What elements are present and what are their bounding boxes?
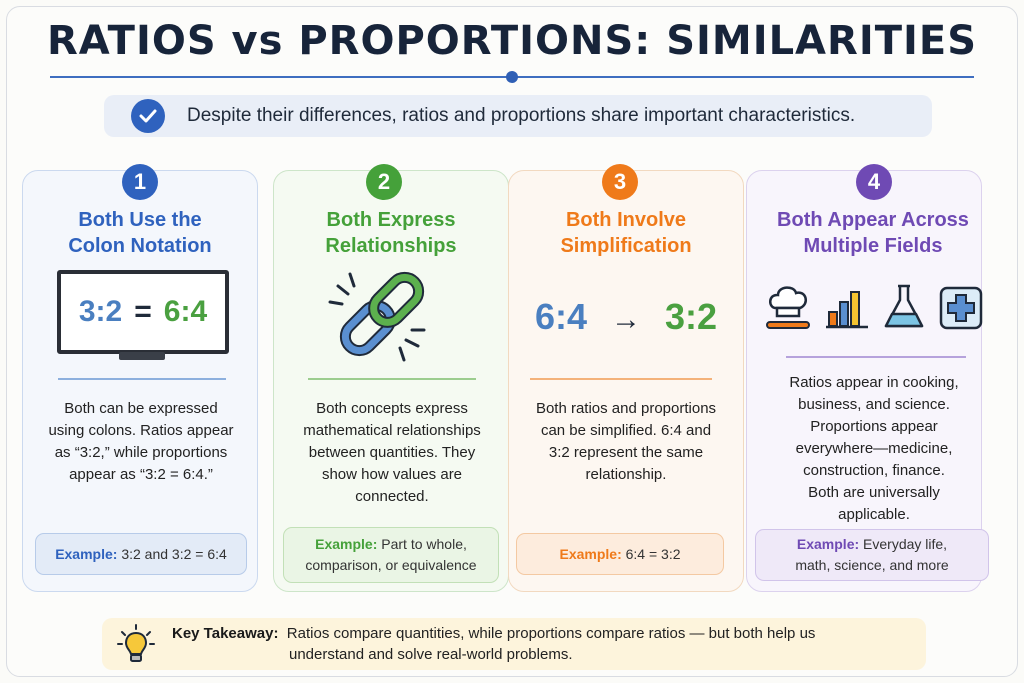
body-line: Both ratios and proportions	[535, 400, 717, 417]
title-rule-dot	[506, 71, 518, 83]
takeaway-label: Key Takeaway:	[172, 625, 279, 642]
card-simplification	[508, 170, 744, 592]
takeaway-text: Key Takeaway: Ratios compare quantities,…	[172, 623, 912, 665]
card-heading-line: Both Involve	[565, 209, 686, 231]
key-takeaway-banner: Key Takeaway: Ratios compare quantities,…	[102, 618, 926, 670]
body-line: relationship.	[585, 466, 667, 483]
card-number-badge: 2	[366, 164, 402, 200]
card-number-badge: 3	[602, 164, 638, 200]
body-line: mathematical relationships	[303, 422, 481, 439]
card-multiple-fields	[746, 170, 982, 592]
whiteboard-icon: 3:2 = 6:4	[57, 270, 229, 354]
example-box: Example: Everyday life, math, science, a…	[755, 529, 989, 581]
example-text: Part to whole,	[381, 536, 467, 552]
body-line: Ratios appear in cooking,	[789, 374, 959, 391]
card-body-text: Both can be expressed using colons. Rati…	[36, 398, 246, 486]
whiteboard-tray	[119, 352, 165, 360]
card-divider	[308, 378, 476, 380]
body-line: construction, finance.	[803, 462, 945, 479]
card-heading-line: Relationships	[325, 235, 457, 257]
lightbulb-icon	[117, 624, 155, 662]
card-divider	[58, 378, 226, 380]
card-body-text: Both concepts express mathematical relat…	[283, 398, 501, 508]
ratio-left: 6:4	[534, 296, 587, 337]
card-heading-line: Both Use the	[78, 209, 202, 231]
body-line: applicable.	[838, 506, 910, 523]
chef-hat-icon	[766, 286, 810, 329]
body-line: connected.	[355, 488, 429, 505]
example-text: comparison, or equivalence	[305, 557, 477, 573]
body-line: business, and science.	[798, 396, 950, 413]
arrow-right-icon: →	[611, 303, 641, 336]
card-heading-line: Both Appear Across	[777, 209, 969, 231]
card-body-text: Both ratios and proportions can be simpl…	[518, 398, 734, 486]
card-number-badge: 1	[122, 164, 158, 200]
body-line: using colons. Ratios appear	[48, 422, 234, 439]
intro-banner: Despite their differences, ratios and pr…	[104, 95, 932, 137]
body-line: as “3:2,” while proportions	[54, 444, 228, 461]
example-box: Example: Part to whole, comparison, or e…	[283, 527, 499, 583]
card-heading: Both Appear Across Multiple Fields	[746, 207, 1000, 259]
chain-link-icon	[328, 271, 426, 362]
card-divider	[530, 378, 712, 380]
page-title: RATIOS vs PROPORTIONS: SIMILARITIES	[47, 18, 977, 64]
body-line: show how values are	[321, 466, 463, 483]
card-heading: Both Involve Simplification	[508, 207, 744, 259]
example-label: Example:	[796, 536, 860, 552]
ratio-right: 6:4	[163, 295, 208, 328]
example-text: 6:4 = 3:2	[625, 545, 681, 562]
card-heading: Both Express Relationships	[273, 207, 509, 259]
example-text: Everyday life,	[863, 536, 948, 552]
example-label: Example:	[315, 536, 378, 552]
example-label: Example:	[55, 545, 118, 562]
example-text: math, science, and more	[795, 557, 949, 573]
body-line: Both can be expressed	[64, 400, 218, 417]
example-text: 3:2 and 3:2 = 6:4	[121, 545, 227, 562]
example-box: Example: 3:2 and 3:2 = 6:4	[35, 533, 247, 575]
takeaway-line: Ratios compare quantities, while proport…	[286, 625, 816, 642]
card-heading-line: Both Express	[326, 209, 456, 231]
body-line: Proportions appear	[810, 418, 938, 435]
medical-cross-icon	[939, 286, 983, 330]
body-line: Both are universally	[808, 484, 940, 501]
bar-chart-icon	[826, 291, 868, 329]
body-line: everywhere—medicine,	[795, 440, 953, 457]
ratio-left: 3:2	[78, 295, 123, 328]
card-heading-line: Multiple Fields	[803, 235, 943, 257]
simplification-visual: 6:4 → 3:2	[508, 296, 744, 338]
body-line: can be simplified. 6:4 and	[540, 422, 712, 439]
example-box: Example: 6:4 = 3:2	[516, 533, 724, 575]
intro-text: Despite their differences, ratios and pr…	[187, 105, 856, 126]
card-heading: Both Use the Colon Notation	[22, 207, 258, 259]
body-line: appear as “3:2 = 6:4.”	[69, 466, 213, 483]
equals-sign: =	[134, 295, 152, 328]
ratio-right: 3:2	[665, 296, 718, 337]
example-label: Example:	[559, 545, 622, 562]
body-line: between quantities. They	[308, 444, 476, 461]
flask-icon	[884, 284, 924, 328]
card-body-text: Ratios appear in cooking, business, and …	[760, 372, 988, 526]
takeaway-line: understand and solve real-world problems…	[289, 646, 573, 663]
body-line: Both concepts express	[316, 400, 468, 417]
card-heading-line: Simplification	[560, 235, 692, 257]
body-line: 3:2 represent the same	[548, 444, 704, 461]
card-divider	[786, 356, 966, 358]
checkmark-icon	[131, 99, 165, 133]
card-number-badge: 4	[856, 164, 892, 200]
card-heading-line: Colon Notation	[68, 235, 212, 257]
card-colon-notation	[22, 170, 258, 592]
